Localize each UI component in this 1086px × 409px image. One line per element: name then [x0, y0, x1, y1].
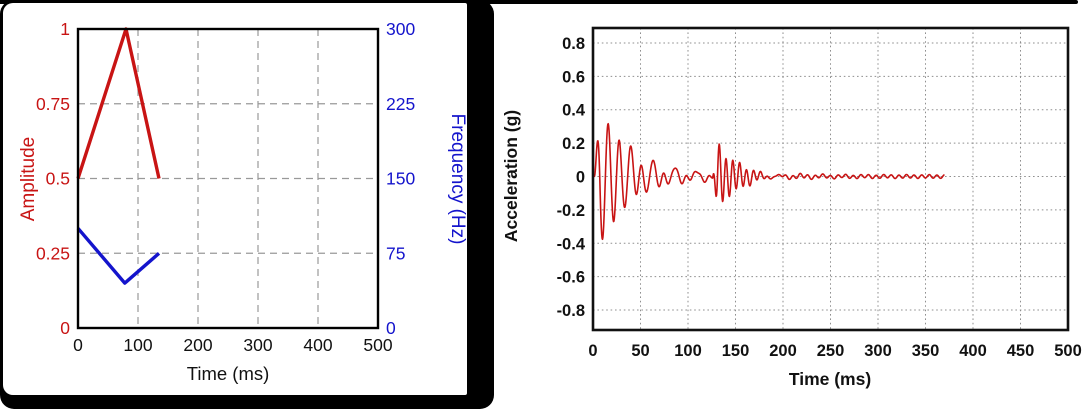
x-tick-label: 200	[183, 335, 212, 355]
x-tick-label: 50	[631, 342, 649, 360]
y-tick-label: -0.2	[557, 202, 585, 220]
left-y-tick-label: 0.5	[46, 169, 70, 189]
x-tick-label: 100	[123, 335, 152, 355]
x-tick-label: 400	[303, 335, 332, 355]
y-tick-label: -0.6	[557, 269, 585, 287]
x-tick-label: 450	[1007, 342, 1035, 360]
x-tick-label: 350	[912, 342, 940, 360]
x-tick-label: 150	[722, 342, 750, 360]
right-y-tick-label: 150	[386, 169, 415, 189]
right-y-tick-label: 300	[386, 19, 415, 39]
x-tick-label: 500	[363, 335, 392, 355]
y-tick-label: 0	[576, 169, 585, 187]
y-tick-label: 0.6	[562, 68, 585, 86]
x-tick-label: 400	[959, 342, 987, 360]
x-tick-label: 100	[674, 342, 702, 360]
x-tick-label: 300	[864, 342, 892, 360]
right-y-tick-label: 225	[386, 94, 415, 114]
right-chart-panel: 0.8 0.6 0.4 0.2 0 -0.2 -0.4 -0.6 -0.8 0 50 100 150 20…	[495, 4, 1086, 409]
y-tick-label: -0.4	[557, 235, 586, 253]
left-chart-panel: 0 0.25 0.5 0.75 1 0 75 150 225 300 0 100 200 300 400 50…	[3, 3, 467, 395]
y-tick-label: 0.4	[562, 102, 586, 120]
left-chart-card: 0 0.25 0.5 0.75 1 0 75 150 225 300 0 100 200 300 400 50…	[0, 0, 494, 409]
left-y-tick-label: 0	[60, 318, 70, 338]
series-acceleration-line	[592, 122, 945, 241]
x-tick-label: 500	[1054, 342, 1082, 360]
left-y-tick-label: 1	[60, 19, 70, 39]
x-tick-label: 300	[243, 335, 272, 355]
x-axis-title: Time (ms)	[789, 369, 871, 389]
x-tick-label: 200	[769, 342, 797, 360]
top-border-strip	[0, 0, 1078, 4]
amplitude-frequency-chart: 0 0.25 0.5 0.75 1 0 75 150 225 300 0 100 200 300 400 50…	[18, 19, 467, 384]
acceleration-chart: 0.8 0.6 0.4 0.2 0 -0.2 -0.4 -0.6 -0.8 0 50 100 150 20…	[501, 26, 1082, 389]
series-frequency-line	[76, 227, 161, 285]
left-y-axis-title: Amplitude	[18, 137, 39, 222]
y-axis-title: Acceleration (g)	[501, 110, 521, 242]
right-y-tick-label: 75	[386, 243, 405, 263]
y-tick-label: 0.8	[562, 35, 585, 53]
x-tick-label: 0	[73, 335, 83, 355]
x-axis-title: Time (ms)	[187, 363, 270, 384]
x-tick-label: 250	[817, 342, 845, 360]
plot-frame	[76, 27, 380, 330]
right-y-axis-title: Frequency (Hz)	[447, 114, 467, 245]
right-y-tick-label: 0	[386, 318, 396, 338]
left-y-tick-label: 0.75	[36, 94, 70, 114]
y-tick-label: -0.8	[557, 302, 585, 320]
plot-frame	[591, 26, 1070, 332]
x-tick-label: 0	[588, 342, 597, 360]
y-tick-label: 0.2	[562, 135, 585, 153]
left-y-tick-label: 0.25	[36, 243, 70, 263]
